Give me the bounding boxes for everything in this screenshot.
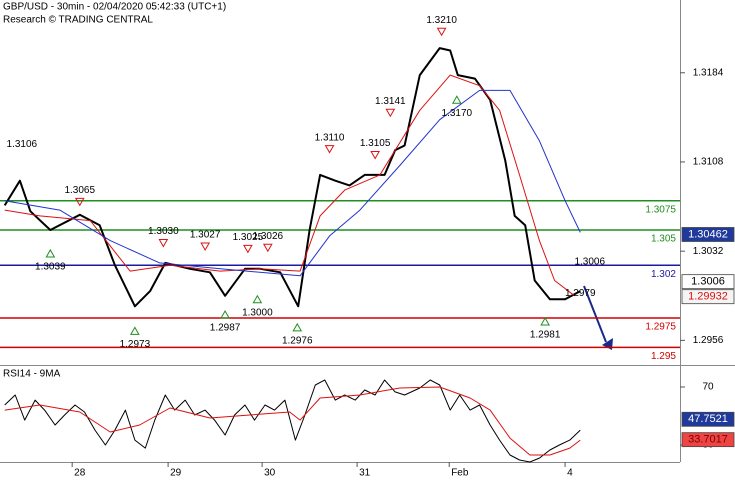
chart-subtitle: Research © TRADING CENTRAL — [3, 15, 153, 26]
price-tag-label: 1.3006 — [691, 276, 725, 288]
price-tag-box — [681, 432, 735, 448]
signal-up — [252, 294, 263, 304]
annotation-label: 1.3039 — [35, 262, 66, 273]
signal-up — [129, 326, 140, 335]
price-tag-label: 47.7521 — [688, 413, 728, 425]
annotation-label: 1.3210 — [426, 15, 457, 26]
signal-down — [262, 243, 273, 253]
level-label: 1.2975 — [645, 322, 676, 333]
signal-down — [243, 244, 253, 254]
chart-title: GBP/USD - 30min - 02/04/2020 05:42:33 (U… — [3, 2, 226, 13]
level-label: 1.3075 — [645, 204, 676, 215]
annotation-label: 1.2976 — [282, 336, 313, 347]
y-tick-label: 1.3032 — [693, 246, 724, 257]
annotation-label: 1.3025 — [233, 232, 264, 243]
annotation-label: 1.2981 — [530, 330, 561, 341]
price-tag-label: 1.29932 — [688, 291, 728, 303]
signal-up — [540, 317, 551, 326]
x-tick-label: Feb — [451, 468, 469, 479]
x-tick-label: 4 — [567, 468, 573, 479]
y-tick-label: 1.3184 — [693, 67, 724, 78]
annotation-label: 1.3105 — [360, 138, 391, 149]
series-line — [4, 74, 575, 297]
level-label: 1.295 — [651, 351, 676, 362]
annotation-label: 1.3170 — [442, 108, 473, 119]
forecast-arrow — [583, 285, 607, 343]
signal-up — [292, 322, 303, 332]
signal-down — [324, 145, 335, 154]
annotation-label: 1.3000 — [242, 307, 273, 318]
annotation-label: 1.3027 — [190, 230, 221, 241]
price-tag-box — [681, 274, 735, 290]
level-label: 1.302 — [651, 269, 676, 280]
price-tag-box — [681, 227, 735, 242]
signal-down — [200, 242, 211, 252]
y-tick-label: 1.2956 — [693, 335, 724, 346]
signal-down — [370, 150, 381, 160]
signal-up — [451, 95, 462, 104]
annotation-label: 1.3030 — [148, 226, 179, 237]
price-tag-box — [681, 411, 735, 427]
series-line — [4, 379, 581, 463]
rsi-title: RSI14 - 9MA — [3, 369, 61, 380]
y-tick-label: 70 — [702, 382, 714, 393]
annotation-label: 1.3026 — [253, 231, 284, 242]
x-tick-label: 31 — [359, 468, 371, 479]
level-label: 1.305 — [651, 234, 676, 245]
series-line — [4, 386, 581, 456]
x-tick-label: 28 — [74, 468, 86, 479]
price-tag-box — [681, 289, 735, 305]
annotation-label: 1.2987 — [210, 323, 241, 334]
signal-down — [74, 197, 85, 207]
price-tag-label: 33.7017 — [688, 434, 728, 446]
annotation-label: 1.3006 — [574, 256, 605, 267]
annotation-label: 1.2973 — [120, 339, 151, 350]
annotation-label: 1.3106 — [7, 139, 38, 150]
annotation-label: 1.3110 — [315, 132, 345, 143]
signal-down — [158, 239, 169, 248]
x-tick-label: 29 — [170, 468, 182, 479]
annotation-label: 1.2979 — [565, 288, 596, 299]
y-tick-label: 1.3108 — [693, 157, 724, 168]
series-line — [4, 89, 581, 277]
signal-down — [436, 27, 447, 37]
annotation-label: 1.3065 — [64, 185, 95, 196]
x-tick-label: 30 — [264, 468, 276, 479]
signal-down — [385, 108, 396, 118]
price-tag-label: 1.30462 — [688, 228, 728, 240]
annotation-label: 1.3141 — [375, 96, 406, 107]
series-line — [3, 47, 581, 308]
signal-up — [220, 309, 230, 319]
signal-up — [45, 248, 56, 258]
